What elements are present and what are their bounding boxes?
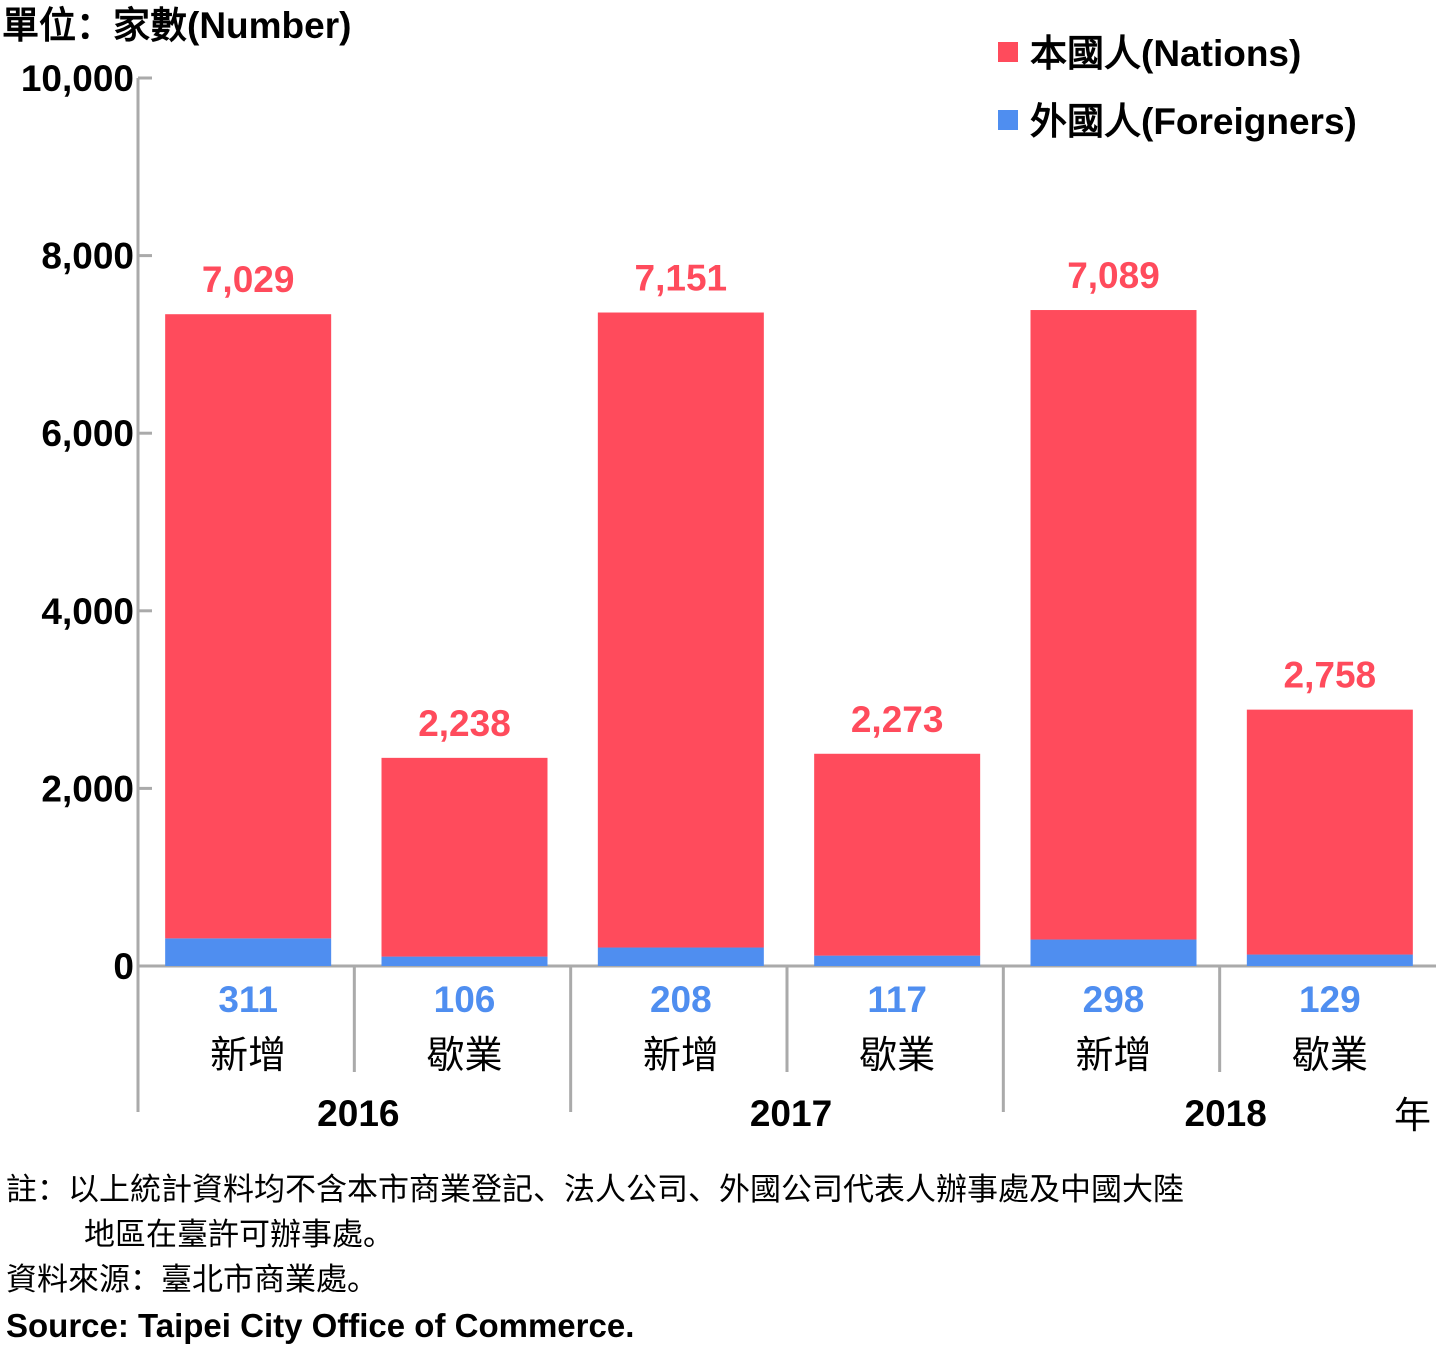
bar-segment-nations	[1030, 310, 1197, 940]
bar-segment-foreigners	[1246, 954, 1413, 966]
category-label: 新增	[210, 1033, 286, 1077]
legend-label-nations: 本國人(Nations)	[1030, 33, 1301, 74]
category-label: 新增	[1075, 1033, 1151, 1077]
legend: 本國人(Nations) 外國人(Foreigners)	[998, 33, 1357, 142]
data-label-nations: 7,151	[635, 258, 728, 299]
bar-segment-foreigners	[814, 955, 981, 966]
legend-swatch-nations	[998, 42, 1018, 62]
year-label: 2016	[317, 1093, 399, 1134]
y-tick-label: 8,000	[41, 236, 134, 277]
category-label: 新增	[643, 1033, 719, 1077]
bar-segment-nations	[597, 312, 764, 948]
data-label-foreigners: 106	[434, 979, 496, 1020]
legend-swatch-foreigners	[998, 110, 1018, 130]
data-label-foreigners: 117	[867, 979, 927, 1020]
bar-segment-nations	[814, 753, 981, 956]
year-suffix: 年	[1394, 1094, 1431, 1137]
legend-label-foreigners: 外國人(Foreigners)	[1030, 101, 1357, 142]
note-line-2: 地區在臺許可辦事處。	[84, 1217, 394, 1253]
notes-block: 註：以上統計資料均不含本市商業登記、法人公司、外國公司代表人辦事處及中國大陸 地…	[6, 1168, 1184, 1348]
y-tick-label: 2,000	[41, 768, 134, 809]
y-tick-label: 4,000	[41, 591, 134, 632]
bar-segment-nations	[381, 757, 548, 957]
data-label-foreigners: 129	[1299, 979, 1361, 1020]
year-label: 2017	[750, 1093, 832, 1134]
category-label: 歇業	[1292, 1033, 1368, 1077]
bar-segment-foreigners	[597, 947, 764, 966]
bar-segment-foreigners	[1030, 939, 1197, 966]
y-tick-label: 6,000	[41, 413, 134, 454]
category-label: 歇業	[426, 1033, 502, 1077]
source-line-en: Source: Taipei City Office of Commerce.	[6, 1307, 635, 1344]
stacked-bar-chart: 單位：家數(Number) 0 2,000 4,000 6,000 8,000 10,00…	[2, 5, 1436, 1137]
y-tick-label: 10,000	[21, 58, 134, 99]
data-label-nations: 7,089	[1067, 255, 1160, 296]
data-label-nations: 2,238	[418, 703, 511, 744]
note-line-1: 註：以上統計資料均不含本市商業登記、法人公司、外國公司代表人辦事處及中國大陸	[6, 1172, 1184, 1208]
year-label: 2018	[1185, 1093, 1267, 1134]
category-label: 歇業	[859, 1033, 935, 1077]
bar-segment-nations	[1246, 709, 1413, 955]
data-label-foreigners: 298	[1083, 979, 1145, 1020]
data-label-nations: 7,029	[202, 259, 295, 300]
bar-segment-nations	[165, 314, 332, 939]
unit-label: 單位：家數(Number)	[2, 5, 351, 46]
data-label-foreigners: 208	[650, 979, 712, 1020]
bar-segment-foreigners	[165, 938, 332, 966]
data-label-nations: 2,758	[1284, 655, 1377, 696]
data-label-foreigners: 311	[218, 979, 278, 1020]
y-tick-label: 0	[113, 946, 134, 987]
source-line-zh: 資料來源：臺北市商業處。	[6, 1262, 378, 1298]
data-label-nations: 2,273	[851, 699, 944, 740]
bar-segment-foreigners	[381, 956, 548, 966]
